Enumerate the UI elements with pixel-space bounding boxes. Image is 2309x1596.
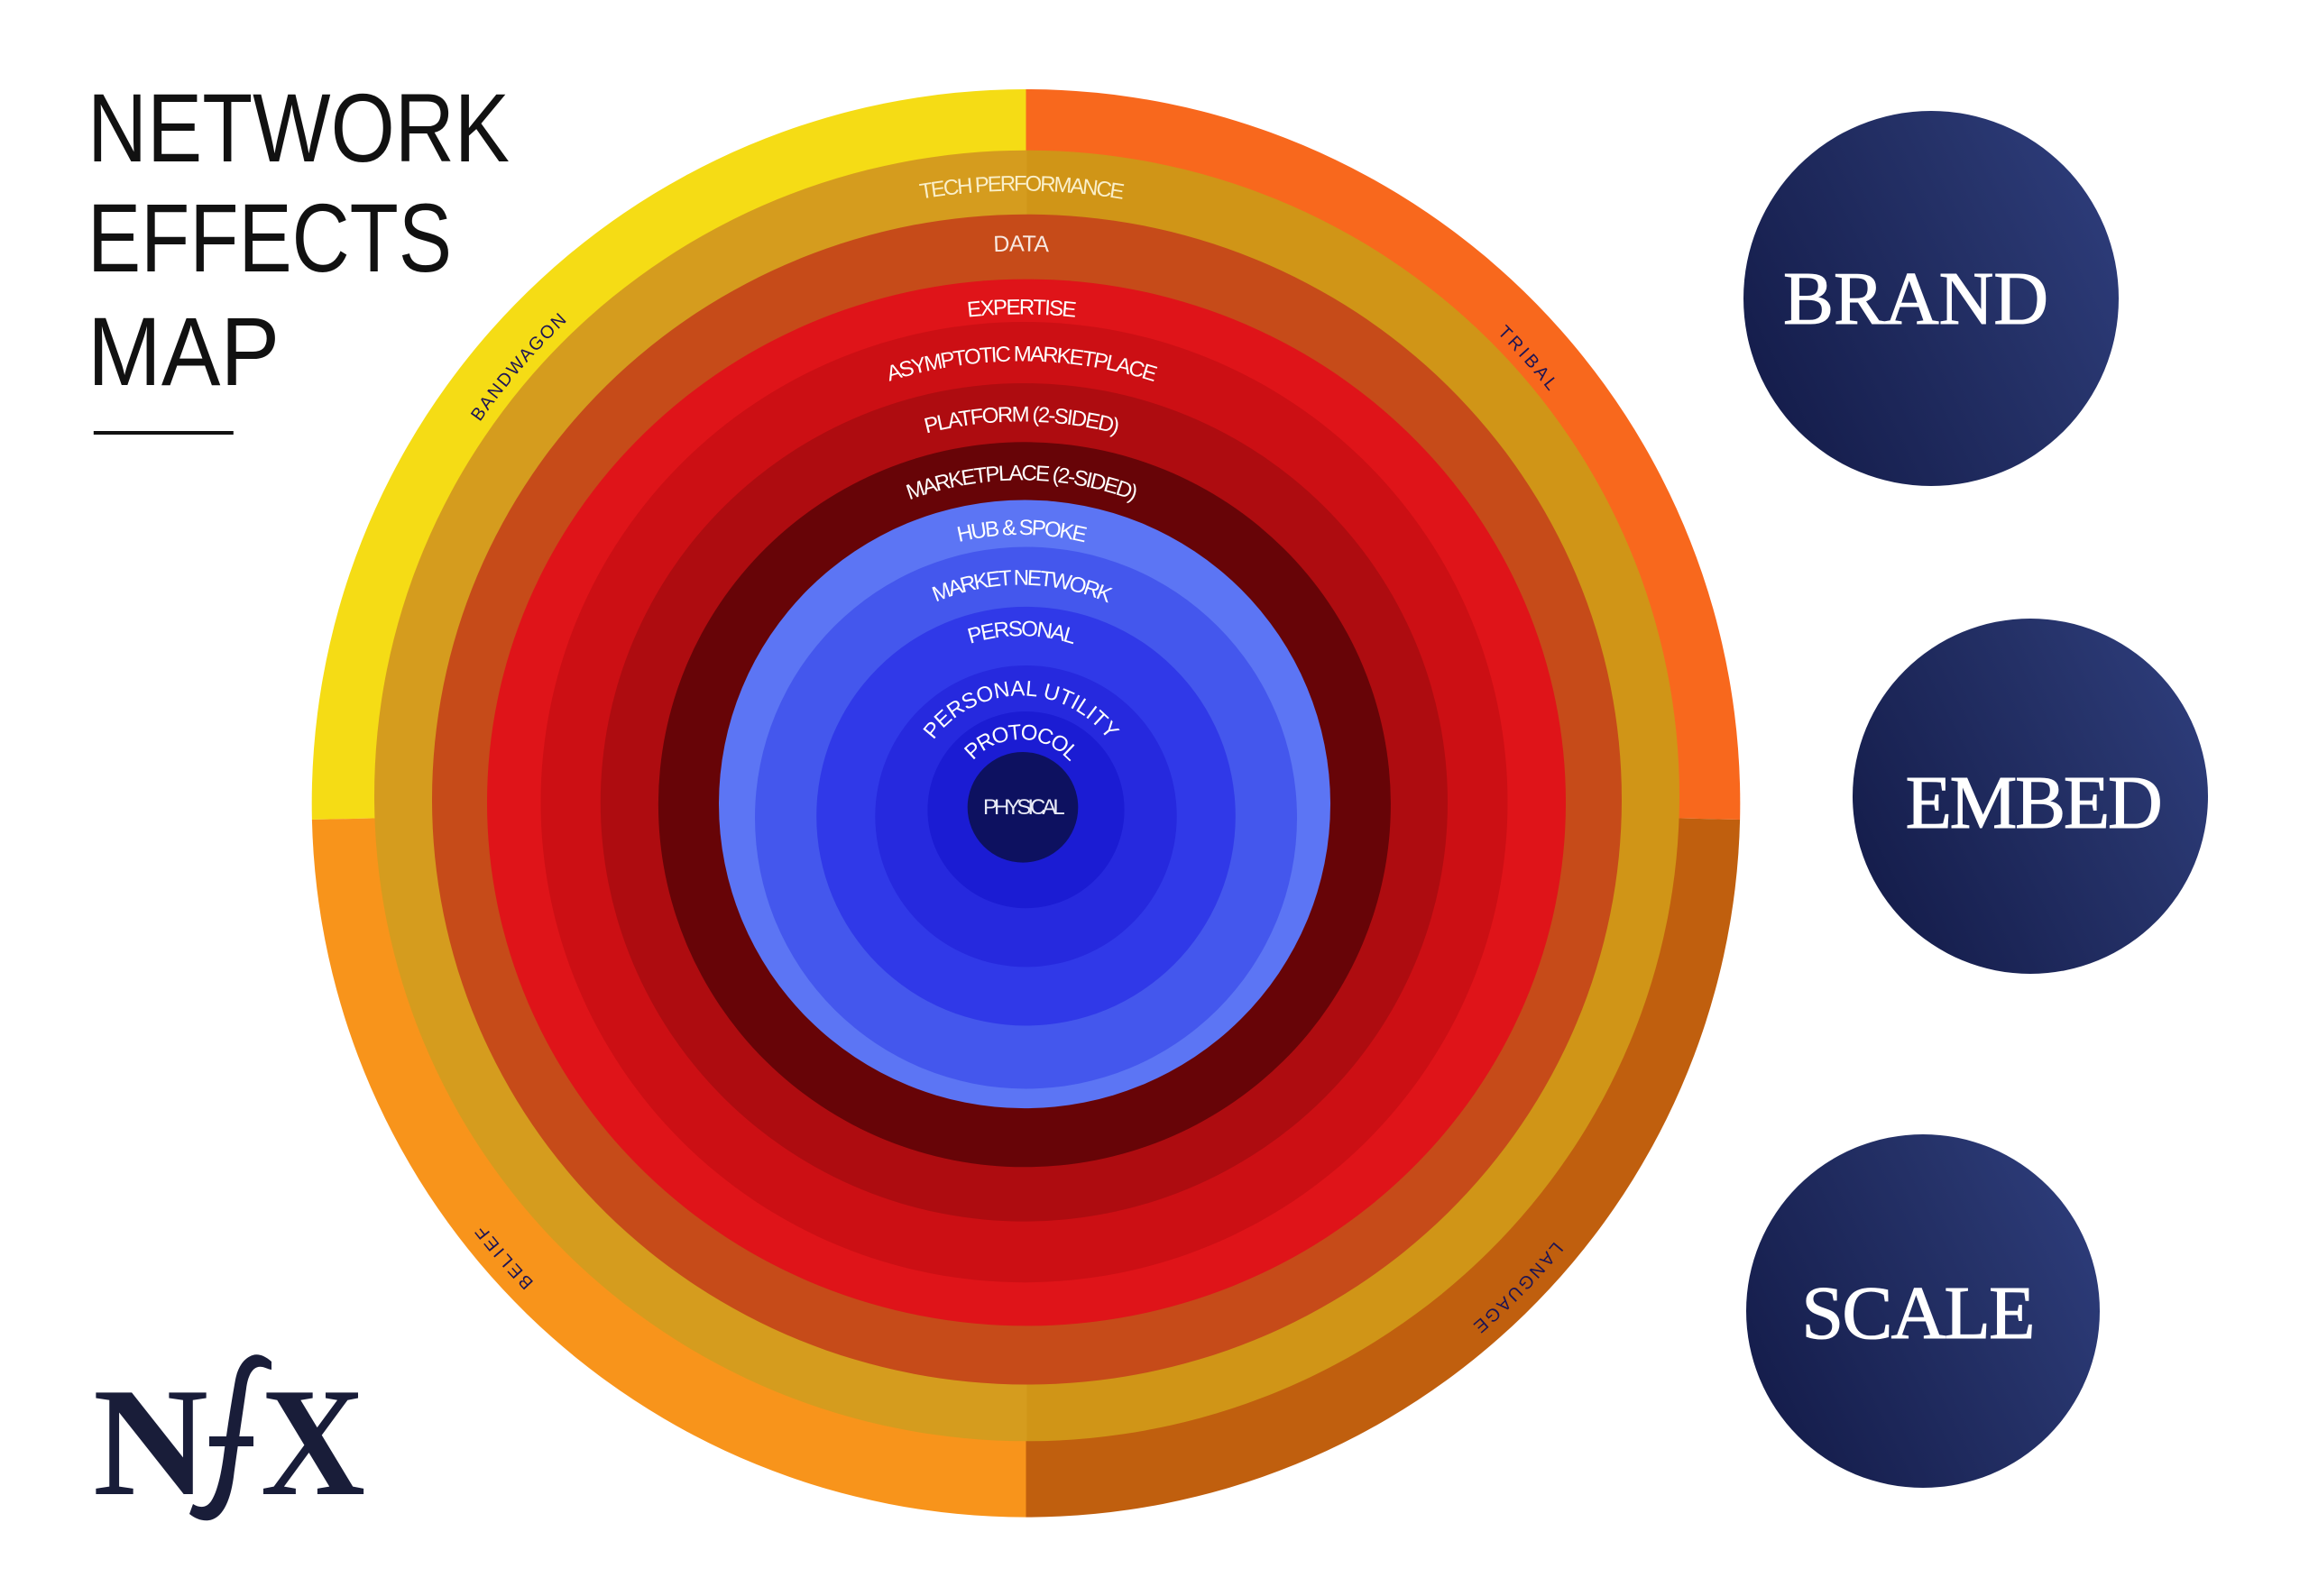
svg-text:DATA: DATA [993,231,1050,257]
svg-text:EXPERTISE: EXPERTISE [966,295,1077,322]
svg-text:SCALE: SCALE [1801,1271,2033,1355]
svg-text:PHYSICAL: PHYSICAL [983,795,1064,820]
svg-text:EMBED: EMBED [1906,761,2161,845]
svg-text:NETWORK: NETWORK [87,74,510,182]
svg-text:BRAND: BRAND [1783,257,2048,341]
svg-text:MAP: MAP [87,298,280,406]
svg-text:N: N [93,1357,208,1528]
svg-text:EFFECTS: EFFECTS [87,184,452,292]
svg-text:X: X [261,1357,365,1528]
